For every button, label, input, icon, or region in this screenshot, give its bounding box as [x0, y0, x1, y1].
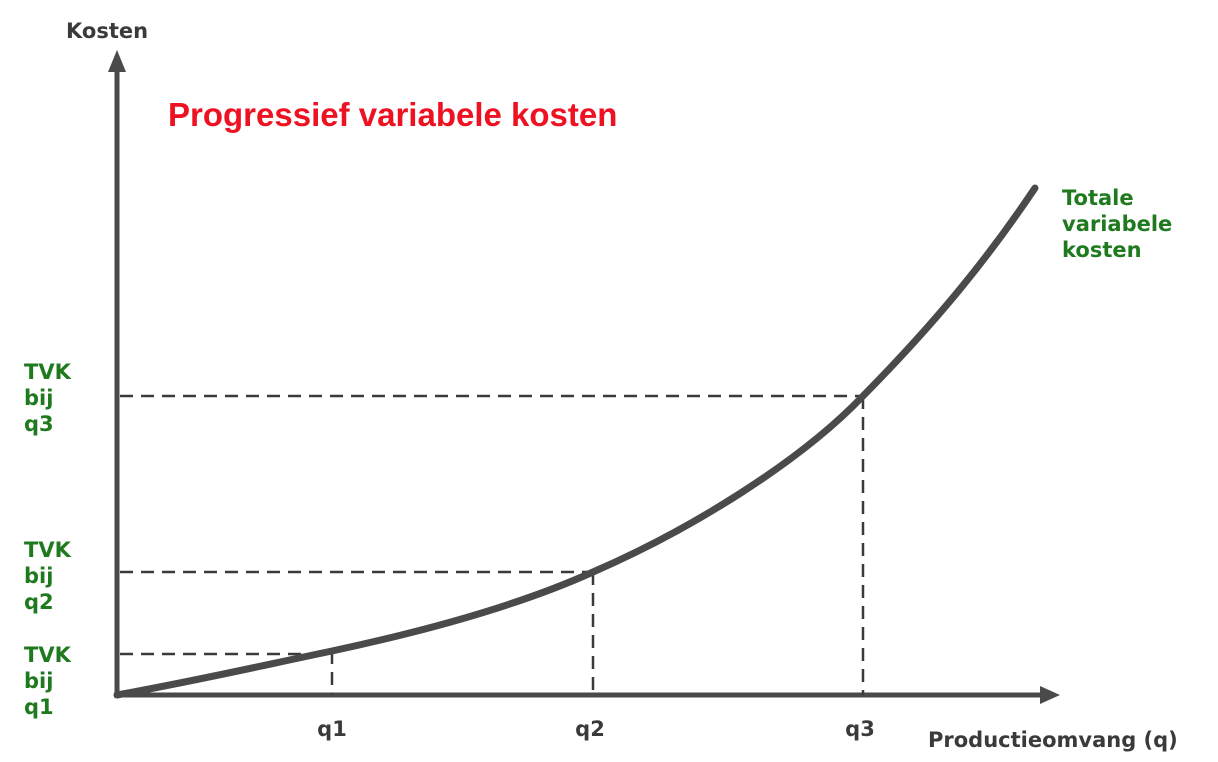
y-axis-arrow	[108, 50, 126, 72]
y-marker-label-q2-line1: TVK	[24, 538, 72, 562]
y-marker-label-q1-line1: TVK	[24, 643, 72, 667]
x-axis-arrow	[1040, 686, 1060, 704]
series-label-line3: kosten	[1062, 238, 1142, 262]
x-tick-label-q2: q2	[575, 717, 605, 741]
series-line-tvk	[113, 184, 1039, 699]
x-axis-label: Productieomvang (q)	[928, 728, 1178, 752]
y-marker-label-q3: TVK bij q3	[24, 360, 72, 436]
y-marker-label-q3-line3: q3	[24, 412, 54, 436]
x-tick-label-q3: q3	[845, 717, 875, 741]
y-marker-label-q3-line2: bij	[24, 386, 53, 410]
y-axis-label: Kosten	[66, 19, 148, 43]
y-marker-label-q1-line2: bij	[24, 669, 53, 693]
y-marker-label-q1-line3: q1	[24, 695, 54, 719]
chart-title: Progressief variabele kosten	[168, 96, 617, 133]
series-label-line1: Totale	[1062, 186, 1134, 210]
series-label-line2: variabele	[1062, 212, 1172, 236]
series-label-tvk: Totale variabele kosten	[1062, 186, 1172, 262]
x-tick-label-q1: q1	[317, 717, 347, 741]
y-marker-label-q1: TVK bij q1	[24, 643, 72, 719]
y-marker-label-q2: TVK bij q2	[24, 538, 72, 614]
y-marker-label-q2-line2: bij	[24, 564, 53, 588]
y-marker-label-q3-line1: TVK	[24, 360, 72, 384]
y-marker-label-q2-line3: q2	[24, 590, 54, 614]
